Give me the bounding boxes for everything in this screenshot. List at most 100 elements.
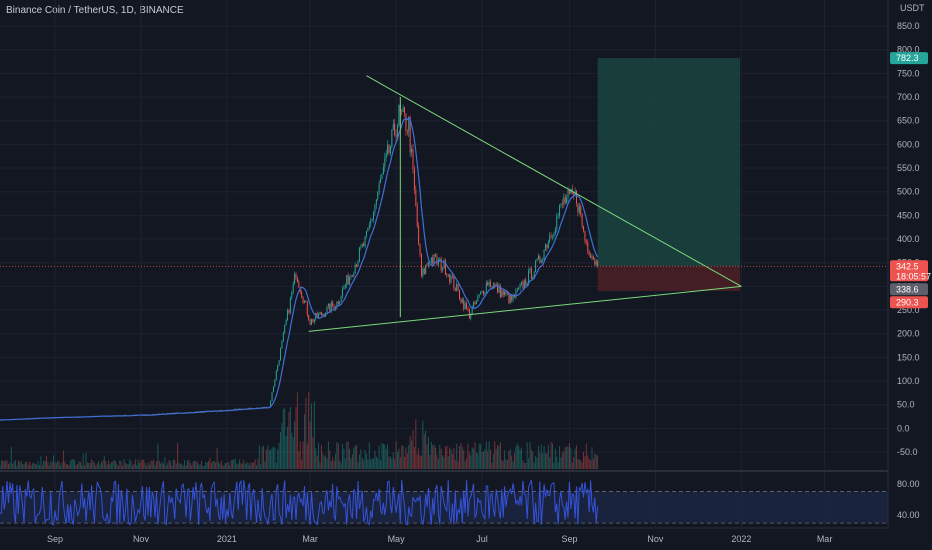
- candle-body: [542, 259, 544, 261]
- stop-zone[interactable]: [597, 266, 740, 291]
- volume-bar: [349, 448, 351, 469]
- volume-bar: [446, 445, 448, 469]
- volume-bar: [55, 462, 57, 469]
- volume-bar: [244, 464, 246, 469]
- volume-bar: [186, 460, 188, 469]
- volume-bar: [191, 465, 193, 469]
- volume-bar: [175, 463, 177, 469]
- time-axis[interactable]: Sep Nov 2021 Mar May Jul Sep Nov 2022 Mar: [47, 534, 832, 544]
- volume-bar: [96, 463, 98, 469]
- target-price-label: 782.3: [896, 53, 919, 63]
- volume-bar: [232, 460, 234, 469]
- volume-bar: [396, 452, 398, 469]
- candle-body: [428, 262, 429, 266]
- candle-body: [234, 408, 236, 410]
- candle-body: [568, 190, 570, 194]
- volume-bar: [480, 444, 482, 469]
- volume-bar: [41, 465, 43, 469]
- candle-body: [474, 302, 476, 305]
- oscillator-tick-label: 40.00: [897, 510, 920, 520]
- volume-bar: [347, 441, 349, 469]
- volume-bar: [329, 450, 331, 469]
- candle-body: [354, 264, 356, 274]
- candle-body: [292, 283, 294, 293]
- moving-average-line: [0, 115, 599, 421]
- price-tick-label: 550.0: [897, 163, 920, 173]
- volume-bar: [298, 451, 300, 469]
- volume-bar: [144, 463, 146, 469]
- volume-bar: [408, 445, 410, 469]
- price-tick-label: 800.0: [897, 45, 920, 55]
- candle-body: [426, 264, 428, 266]
- volume-bar: [194, 460, 196, 469]
- volume-bar: [213, 460, 215, 469]
- volume-bar: [112, 461, 114, 469]
- volume-bar: [219, 463, 221, 469]
- volume-bar: [272, 446, 274, 469]
- candle-body: [484, 292, 486, 295]
- volume-bar: [394, 459, 396, 469]
- volume-bar: [285, 436, 287, 469]
- trendlines[interactable]: [308, 75, 742, 332]
- price-tick-label: 700.0: [897, 92, 920, 102]
- oscillator-axis: 80.00 40.00: [897, 479, 920, 520]
- volume-bar: [124, 463, 126, 469]
- volume-bar: [88, 462, 90, 469]
- candle-body: [440, 258, 442, 271]
- volume-bar: [597, 455, 599, 469]
- candle-body: [467, 308, 469, 310]
- candle-body: [436, 256, 438, 265]
- volume-bar: [436, 454, 438, 469]
- volume-bar: [418, 448, 420, 469]
- currency-label[interactable]: USDT: [900, 3, 925, 13]
- volume-bar: [326, 458, 328, 469]
- candle-body: [308, 315, 310, 321]
- stop-price-label: 290.3: [896, 297, 919, 307]
- candle-body: [553, 233, 555, 237]
- position-tool[interactable]: [597, 58, 740, 291]
- volume-bar: [19, 462, 21, 469]
- volume-bar: [287, 427, 289, 469]
- candle-body: [539, 255, 541, 263]
- volume-bar: [50, 461, 52, 469]
- last-price-label: 342.5: [896, 261, 919, 271]
- candle-body: [556, 215, 558, 230]
- volume-bar: [196, 461, 198, 469]
- volume-bar: [409, 435, 411, 469]
- volume-bar: [350, 458, 352, 469]
- volume-bar: [170, 461, 172, 469]
- volume-bar: [392, 452, 394, 469]
- candle-body: [528, 270, 530, 284]
- candle-body: [495, 284, 497, 286]
- volume-bar: [271, 447, 273, 469]
- volume-bar: [590, 460, 592, 469]
- volume-bar: [490, 449, 492, 469]
- candle-body: [451, 275, 453, 277]
- time-tick-label: Mar: [817, 534, 833, 544]
- volume-bar: [494, 441, 496, 469]
- volume-bar: [595, 454, 597, 469]
- volume-bar: [10, 446, 12, 469]
- volume-bar: [33, 462, 35, 469]
- volume-bar: [215, 462, 217, 469]
- candle-body: [358, 247, 360, 262]
- volume-bar: [371, 458, 373, 469]
- volume-bar: [102, 460, 104, 469]
- volume-bar: [573, 457, 575, 469]
- volume-bar: [47, 462, 49, 469]
- volume-bar: [497, 445, 499, 469]
- candle-body: [557, 215, 559, 217]
- volume-bar: [370, 459, 372, 469]
- volume-bar: [203, 465, 205, 469]
- candle-body: [277, 364, 279, 371]
- volume-bar: [309, 421, 311, 469]
- volume-bar: [34, 463, 36, 469]
- volume-bar: [157, 443, 159, 469]
- target-zone[interactable]: [597, 58, 740, 267]
- volume-bar: [254, 459, 256, 469]
- candle-body: [512, 294, 514, 301]
- volume-bar: [30, 465, 32, 469]
- volume-bar: [79, 461, 81, 469]
- price-axis[interactable]: 850.0 800.0 750.0 700.0 650.0 600.0 550.0 500.0…: [897, 21, 920, 457]
